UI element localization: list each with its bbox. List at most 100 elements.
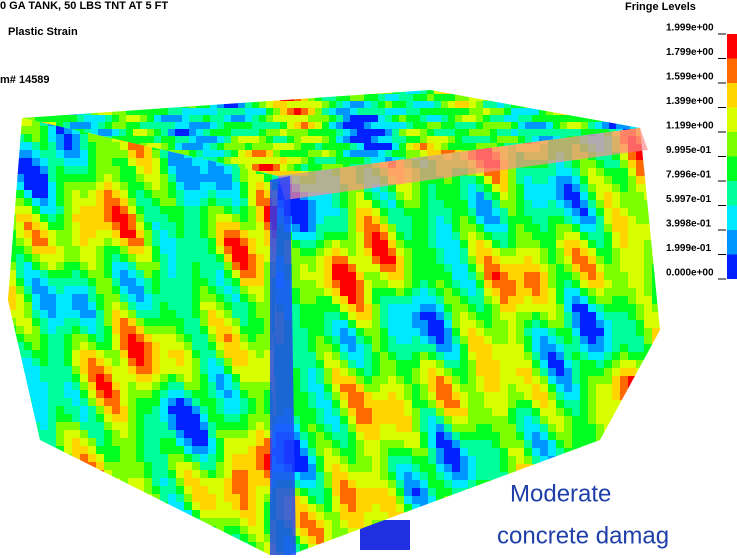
element-cell (324, 512, 333, 521)
element-cell (483, 94, 491, 102)
element-cell (189, 136, 197, 144)
element-cell (444, 424, 453, 433)
element-cell (24, 438, 33, 447)
element-cell (308, 240, 317, 249)
element-cell (32, 390, 41, 399)
element-cell (136, 278, 145, 287)
element-cell (336, 150, 344, 158)
element-cell (248, 398, 257, 407)
element-cell (372, 312, 381, 321)
element-cell (428, 256, 437, 265)
element-cell (300, 440, 309, 449)
element-cell (203, 108, 211, 116)
element-cell (184, 318, 193, 327)
element-cell (240, 422, 249, 431)
element-cell (455, 115, 463, 123)
element-cell (324, 368, 333, 377)
element-cell (332, 432, 341, 441)
element-cell (96, 502, 105, 511)
element-cell (176, 206, 185, 215)
element-cell (292, 224, 301, 233)
element-cell (184, 270, 193, 279)
element-cell (560, 122, 568, 130)
element-cell (248, 486, 257, 495)
element-cell (372, 360, 381, 369)
element-cell (412, 400, 421, 409)
element-cell (316, 520, 325, 529)
element-cell (658, 171, 666, 179)
element-cell (32, 142, 41, 151)
element-cell (24, 246, 33, 255)
element-cell (96, 326, 105, 335)
element-cell (329, 80, 337, 88)
element-cell (287, 143, 295, 151)
element-cell (40, 166, 49, 175)
element-cell (259, 122, 267, 130)
element-cell (588, 101, 596, 109)
element-cell (48, 254, 57, 263)
element-cell (200, 518, 209, 527)
element-cell (372, 304, 381, 313)
element-cell (308, 368, 317, 377)
element-cell (483, 87, 491, 95)
element-cell (316, 264, 325, 273)
element-cell (120, 150, 129, 159)
element-cell (144, 518, 153, 527)
element-cell (372, 272, 381, 281)
element-cell (136, 254, 145, 263)
element-cell (96, 358, 105, 367)
element-cell (182, 87, 190, 95)
element-cell (224, 438, 233, 447)
element-cell (378, 101, 386, 109)
element-cell (224, 518, 233, 527)
element-cell (388, 384, 397, 393)
element-cell (595, 122, 603, 130)
element-cell (332, 296, 341, 305)
element-cell (184, 310, 193, 319)
element-cell (96, 350, 105, 359)
element-cell (404, 200, 413, 209)
element-cell (184, 542, 193, 551)
element-cell (240, 286, 249, 295)
element-cell (232, 294, 241, 303)
element-cell (80, 310, 89, 319)
element-cell (372, 296, 381, 305)
element-cell (224, 222, 233, 231)
element-cell (24, 510, 33, 519)
element-cell (248, 350, 257, 359)
element-cell (340, 216, 349, 225)
element-cell (72, 350, 81, 359)
element-cell (152, 358, 161, 367)
element-cell (35, 108, 43, 116)
element-cell (380, 368, 389, 377)
element-cell (184, 518, 193, 527)
element-cell (182, 94, 190, 102)
element-cell (300, 232, 309, 241)
element-cell (357, 87, 365, 95)
element-cell (240, 486, 249, 495)
element-cell (380, 232, 389, 241)
element-cell (412, 456, 421, 465)
element-cell (238, 136, 246, 144)
legend-level: 9.995e-01 (666, 145, 711, 156)
element-cell (80, 550, 89, 558)
element-cell (630, 108, 638, 116)
element-cell (259, 157, 267, 165)
element-cell (120, 350, 129, 359)
element-cell (332, 352, 341, 361)
element-cell (356, 328, 365, 337)
element-cell (308, 115, 316, 123)
element-cell (644, 108, 652, 116)
element-cell (16, 510, 25, 519)
element-cell (560, 87, 568, 95)
element-cell (406, 150, 414, 158)
element-cell (128, 470, 137, 479)
element-cell (436, 448, 445, 457)
element-cell (300, 528, 309, 537)
element-cell (32, 382, 41, 391)
element-cell (231, 136, 239, 144)
element-cell (72, 478, 81, 487)
element-cell (203, 87, 211, 95)
element-cell (104, 158, 113, 167)
element-cell (455, 136, 463, 144)
